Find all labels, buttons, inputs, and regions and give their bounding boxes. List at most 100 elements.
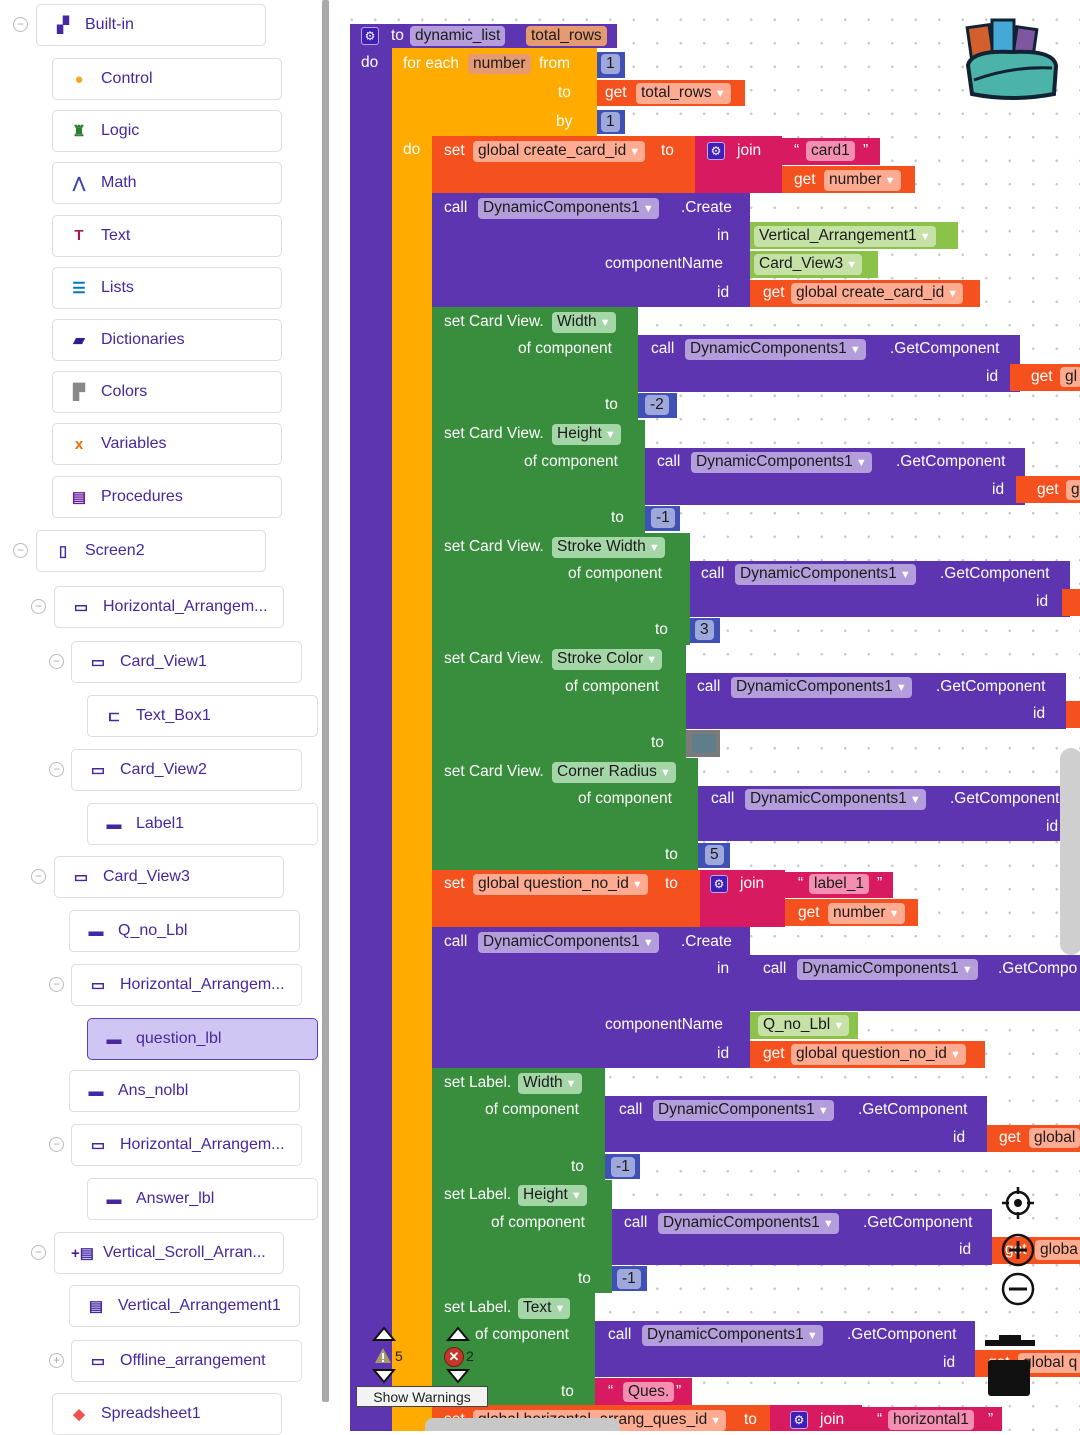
sidebar-scrollbar[interactable] [322,0,329,1402]
mutator-gear-icon[interactable]: ⚙ [361,27,379,45]
color-swatch[interactable] [692,734,716,753]
q-no-lbl-field[interactable]: Q_no_Lbl [758,1015,850,1036]
g-qno-id-field[interactable]: global question_no_id [473,874,648,895]
one-field: 1 [601,54,620,74]
width-field[interactable]: Width [552,312,616,333]
sidebar-item-screen2[interactable]: ▯ Screen2 [36,530,266,572]
dc-field[interactable]: DynamicComponents1 [642,1325,823,1346]
sidebar-item-label: Text [101,226,131,244]
stroke-width-field[interactable]: Stroke Width [552,537,665,558]
g-qno-id-field[interactable]: global question_no_id [791,1044,966,1065]
of-component-label: of component [568,565,662,582]
open-q-label: “ [877,1411,883,1428]
mutator-gear-icon[interactable]: ⚙ [710,875,728,893]
loop-var-field[interactable]: number [824,170,901,191]
recenter-icon[interactable] [1000,1185,1036,1221]
sidebar-item-text[interactable]: T Text [52,214,282,257]
dc-field[interactable]: DynamicComponents1 [653,1100,834,1121]
sidebar-item-ans-nolbl[interactable]: ▬ Ans_nolbl [69,1070,300,1112]
collapse-icon[interactable]: − [49,654,64,669]
open-q-label: “ [798,875,804,892]
dc-field[interactable]: DynamicComponents1 [478,198,659,219]
collapse-icon[interactable]: − [31,869,46,884]
sidebar-item-logic[interactable]: ♜ Logic [52,110,282,153]
collapse-icon[interactable]: − [49,1137,64,1152]
sidebar-item-vertical-arrangement1[interactable]: ▤ Vertical_Arrangement1 [69,1285,300,1327]
warning-next-icon[interactable] [371,1368,397,1384]
blocks-workspace[interactable]: to dynamic_list total_rows do for each number… [330,0,1080,1431]
sidebar-item-card-view3[interactable]: ▭ Card_View3 [54,856,284,898]
dc-field[interactable]: DynamicComponents1 [691,452,872,473]
sidebar-item-built-in[interactable]: ▞ Built-in [36,4,266,46]
sidebar-item-card-view1[interactable]: ▭ Card_View1 [71,641,302,683]
sidebar-item-horizontal-arrangem[interactable]: ▭ Horizontal_Arrangem... [71,964,302,1006]
sidebar-item-q-no-lbl[interactable]: ▬ Q_no_Lbl [69,910,300,952]
collapse-icon[interactable]: − [13,543,28,558]
sidebar-item-colors[interactable]: ▛ Colors [52,371,282,414]
sidebar-item-control[interactable]: ● Control [52,58,282,100]
card-view3-field[interactable]: Card_View3 [754,254,863,275]
error-next-icon[interactable] [445,1368,471,1384]
sidebar-item-spreadsheet1[interactable]: ◆ Spreadsheet1 [52,1393,282,1435]
for-each-body[interactable] [392,136,432,1431]
call-label: call [444,933,468,950]
trash-icon[interactable] [985,1335,1035,1397]
warning-prev-icon[interactable] [371,1326,397,1342]
vert-arr-field[interactable]: Vertical_Arrangement1 [754,226,936,247]
g-card-id-field[interactable]: global create_card_id [791,283,964,304]
collapse-icon[interactable]: − [49,762,64,777]
procedure-block-body[interactable] [350,48,392,1431]
sidebar-item-math[interactable]: ⋀ Math [52,162,282,205]
loop-var-field[interactable]: number [828,903,905,924]
get-block[interactable] [1066,701,1080,728]
sidebar-item-horizontal-arrangem[interactable]: ▭ Horizontal_Arrangem... [71,1124,302,1166]
dc-field[interactable]: DynamicComponents1 [797,959,978,980]
text-field[interactable]: Text [518,1298,571,1319]
sidebar-item-label1[interactable]: ▬ Label1 [87,803,318,845]
get-block[interactable] [1062,589,1080,616]
collapse-icon[interactable]: − [31,1245,46,1260]
sidebar-item-variables[interactable]: x Variables [52,423,282,466]
height-field[interactable]: Height [552,424,621,445]
of-component-label: of component [518,340,612,357]
error-prev-icon[interactable] [445,1326,471,1342]
collapse-icon[interactable]: − [49,977,64,992]
sidebar-item-card-view2[interactable]: ▭ Card_View2 [71,749,302,791]
dc-field[interactable]: DynamicComponents1 [658,1213,839,1234]
zoom-out-icon[interactable] [1000,1271,1036,1307]
backpack-icon[interactable] [962,10,1062,102]
width-field[interactable]: Width [518,1073,582,1094]
height-field[interactable]: Height [518,1185,587,1206]
expand-icon[interactable]: + [49,1353,64,1368]
dc-field[interactable]: DynamicComponents1 [745,789,926,810]
sidebar-item-procedures[interactable]: ▤ Procedures [52,475,282,518]
dc-field[interactable]: DynamicComponents1 [735,564,916,585]
mutator-gear-icon[interactable]: ⚙ [707,142,725,160]
workspace-scrollbar[interactable] [1060,748,1080,955]
collapse-icon[interactable]: − [31,599,46,614]
zoom-in-icon[interactable] [1000,1232,1036,1268]
dc-field[interactable]: DynamicComponents1 [478,932,659,953]
corner-radius-field[interactable]: Corner Radius [552,762,676,783]
horizontal-arrangement-icon: ▭ [73,599,89,616]
sidebar-item-question-lbl[interactable]: ▬ question_lbl [87,1018,318,1060]
mutator-gear-icon[interactable]: ⚙ [790,1411,808,1429]
dc-field[interactable]: DynamicComponents1 [685,339,866,360]
g-card-id-field[interactable]: global create_card_id [473,141,646,162]
lists-icon: ☰ [72,279,86,297]
sidebar-item-lists[interactable]: ☰ Lists [52,266,282,309]
sidebar-item-dictionaries[interactable]: ▰ Dictionaries [52,319,282,361]
sidebar-item-horizontal-arrangem[interactable]: ▭ Horizontal_Arrangem... [54,586,284,628]
v-m1-field: -1 [651,508,675,528]
to-label: to [561,1383,574,1400]
sidebar-item-answer-lbl[interactable]: ▬ Answer_lbl [87,1178,318,1220]
show-warnings-button[interactable]: Show Warnings [356,1386,488,1407]
sidebar-item-offline-arrangement[interactable]: ▭ Offline_arrangement [71,1340,302,1382]
param-field[interactable]: total_rows [636,83,731,104]
sidebar-item-vertical-scroll-arran[interactable]: +▤ Vertical_Scroll_Arran... [54,1232,284,1274]
dc-field[interactable]: DynamicComponents1 [731,677,912,698]
stroke-color-field[interactable]: Stroke Color [552,649,663,670]
join-block[interactable] [770,1405,862,1431]
sidebar-item-text-box1[interactable]: ⊏ Text_Box1 [87,695,318,737]
collapse-icon[interactable]: − [13,17,28,32]
